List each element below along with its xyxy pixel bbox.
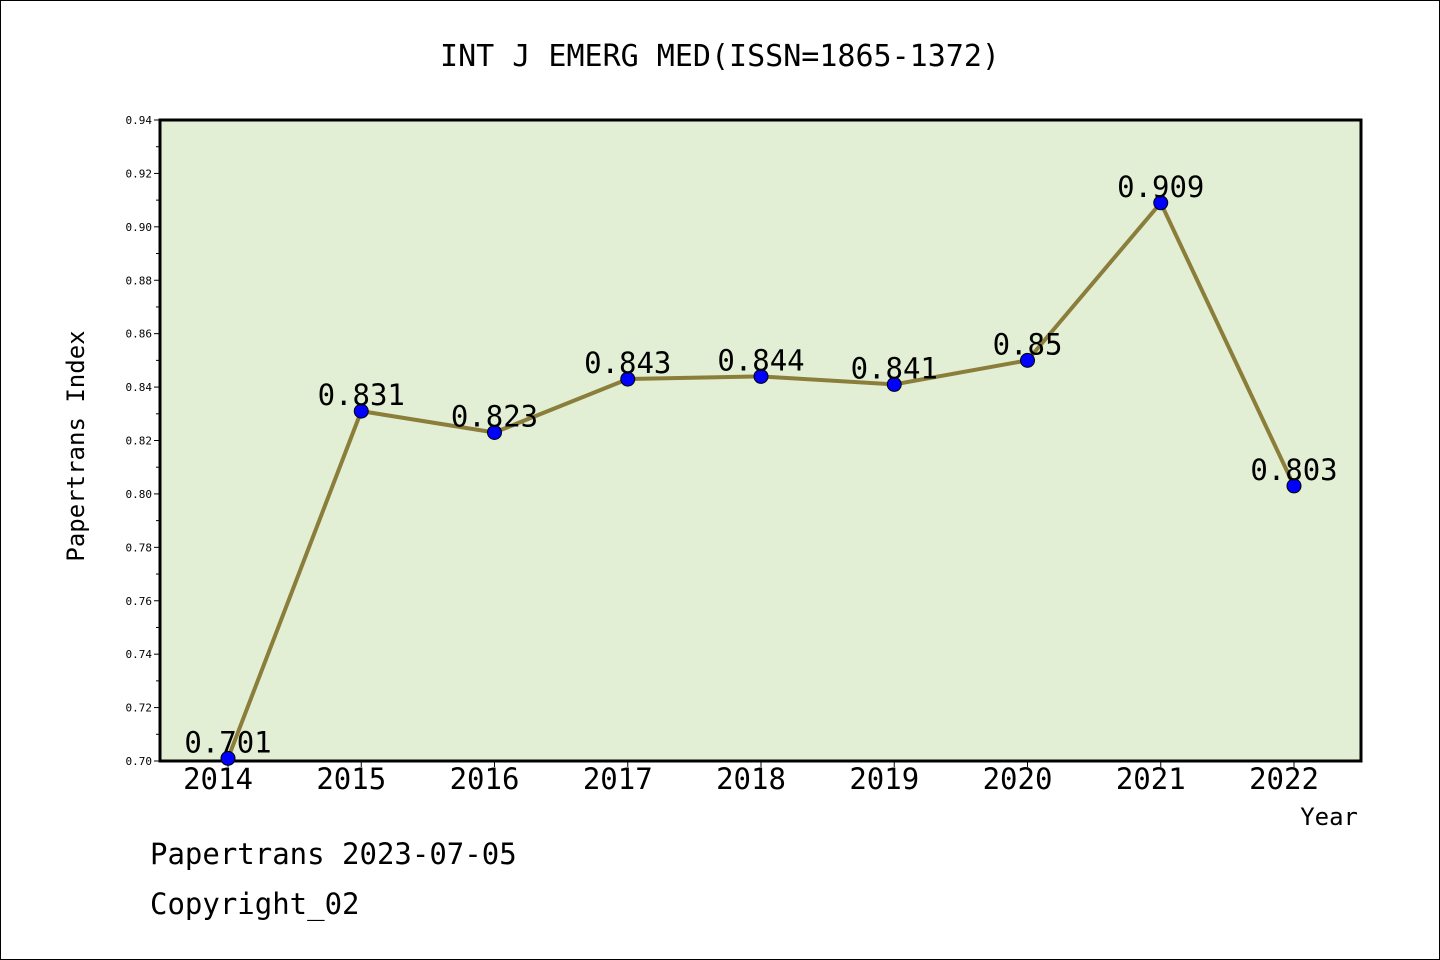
data-point-2017: [620, 371, 636, 387]
y-tick-label: 0.70: [126, 755, 153, 768]
x-tick-label: 2016: [450, 762, 520, 796]
data-label-2014: 0.701: [184, 725, 271, 759]
x-tick-label: 2022: [1249, 762, 1319, 796]
x-tick-label: 2015: [316, 762, 386, 796]
y-tick-label: 0.80: [126, 488, 153, 501]
y-tick-label: 0.76: [126, 595, 153, 608]
x-tick-label: 2020: [983, 762, 1053, 796]
y-tick-label: 0.94: [126, 114, 153, 127]
data-label-2022: 0.803: [1250, 453, 1337, 487]
series-line-group: [220, 195, 1302, 766]
x-tick-label: 2014: [183, 762, 253, 796]
data-point-2022: [1286, 478, 1302, 494]
x-tick-label: 2018: [716, 762, 786, 796]
x-tick-label: 2019: [849, 762, 919, 796]
footer-date: Papertrans 2023-07-05: [150, 837, 517, 871]
data-point-2021: [1153, 195, 1169, 211]
y-tick-label: 0.82: [126, 435, 153, 448]
plot-area: [158, 118, 1363, 763]
y-tick-label: 0.74: [126, 648, 153, 661]
footer-copyright: Copyright_02: [150, 887, 360, 922]
data-label-2015: 0.831: [318, 378, 405, 412]
y-axis-label: Papertrans Index: [62, 330, 90, 561]
data-point-2016: [487, 424, 502, 440]
y-tick-label: 0.72: [126, 702, 153, 715]
x-tick-label: 2021: [1116, 762, 1186, 796]
x-axis: 2014 2015 2016 2017 2018 2019 2020 2021 2022: [183, 761, 1319, 796]
data-point-2015: [353, 403, 369, 419]
data-label-2020: 0.85: [993, 327, 1063, 361]
data-point-2014: [220, 750, 236, 766]
y-tick-label: 0.92: [126, 167, 153, 180]
data-point-2020: [1020, 352, 1035, 368]
y-tick-label: 0.78: [126, 541, 153, 554]
data-label-2018: 0.844: [717, 343, 804, 377]
data-label-2021: 0.909: [1117, 170, 1204, 204]
data-label-2019: 0.841: [851, 351, 938, 385]
data-point-2018: [753, 368, 769, 384]
y-tick-label: 0.90: [126, 221, 153, 234]
data-label-2017: 0.843: [584, 346, 671, 380]
data-point-2019: [886, 376, 902, 392]
chart-title: INT J EMERG MED(ISSN=1865-1372): [440, 39, 1000, 74]
data-label-2016: 0.823: [451, 399, 538, 433]
y-tick-label: 0.88: [126, 274, 153, 287]
data-labels: 0.701 0.831 0.823 0.843 0.844 0.841 0.85 0.909 0…: [184, 170, 1337, 760]
x-tick-label: 2017: [583, 762, 653, 796]
y-tick-label: 0.86: [126, 328, 153, 341]
y-axis: 0.70 0.72 0.74 0.76 0.78 0.80 0.82 0.84 0.86 0.88…: [126, 114, 160, 768]
x-axis-label: Year: [1300, 803, 1358, 831]
y-tick-label: 0.84: [126, 381, 153, 394]
